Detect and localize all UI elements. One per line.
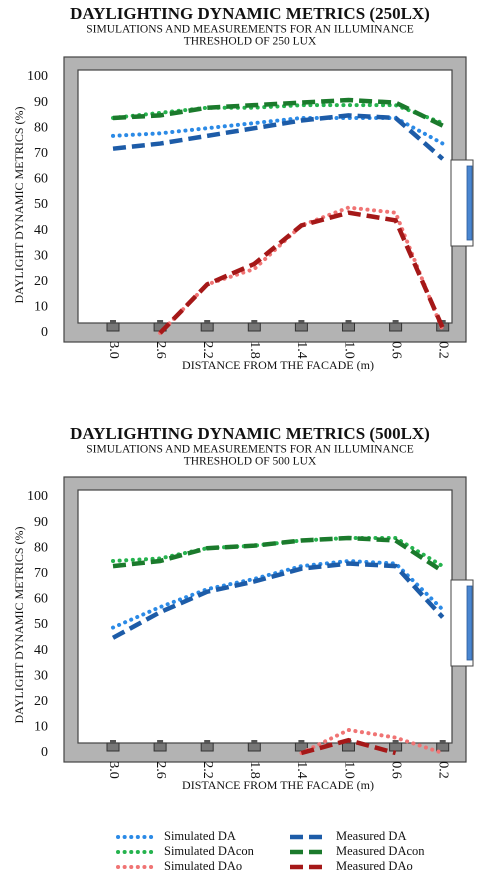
legend-label: Measured DA: [336, 829, 406, 843]
x-tick-label: 1.4: [294, 761, 309, 779]
y-tick-label: 50: [34, 617, 48, 632]
y-tick-label: 20: [34, 274, 48, 289]
y-tick-label: 10: [34, 300, 48, 315]
y-tick-label: 40: [34, 223, 48, 238]
window-glass: [466, 585, 473, 661]
y-tick-label: 90: [34, 515, 48, 530]
x-tick-label: 2.2: [200, 761, 215, 779]
sensor-head: [392, 740, 399, 743]
sensor-head: [439, 320, 446, 323]
x-tick-label: 1.0: [341, 761, 356, 779]
window-glass: [466, 165, 473, 241]
series-line: [112, 535, 444, 574]
legend-label: Measured DAo: [336, 859, 413, 873]
x-tick-label: 2.6: [153, 341, 168, 359]
sensor-head: [204, 740, 211, 743]
series-line: [111, 103, 445, 126]
legend-label: Simulated DAcon: [164, 844, 255, 858]
x-tick-label: 3.0: [106, 341, 121, 359]
y-tick-label: 100: [27, 489, 48, 504]
series-line: [111, 558, 445, 630]
sensor: [342, 322, 355, 332]
y-tick-label: 60: [34, 172, 48, 187]
series-line: [300, 737, 397, 756]
x-tick-label: 1.4: [294, 341, 309, 359]
y-tick-label: 0: [41, 745, 48, 760]
chart-title: DAYLIGHTING DYNAMIC METRICS (250LX): [70, 4, 430, 23]
legend-label: Simulated DAo: [164, 859, 242, 873]
sensor-head: [298, 740, 305, 743]
x-tick-label: 0.2: [435, 341, 450, 359]
x-axis-title: DISTANCE FROM THE FACADE (m): [182, 358, 374, 372]
x-tick-label: 2.6: [153, 761, 168, 779]
sensor: [294, 322, 308, 332]
series-line: [158, 210, 445, 335]
x-tick-label: 1.8: [247, 761, 262, 779]
x-tick-label: 0.6: [388, 341, 403, 359]
sensor: [106, 322, 120, 332]
y-tick-label: 20: [34, 694, 48, 709]
chart-title: DAYLIGHTING DYNAMIC METRICS (500LX): [70, 424, 430, 443]
sensor-head: [298, 320, 305, 323]
sensor-head: [251, 320, 258, 323]
y-tick-label: 10: [34, 720, 48, 735]
y-tick-label: 90: [34, 95, 48, 110]
y-tick-label: 70: [34, 146, 48, 161]
sensor: [200, 742, 214, 752]
chart-subtitle: THRESHOLD OF 500 LUX: [184, 456, 317, 468]
sensor-head: [110, 740, 116, 743]
x-tick-label: 2.2: [200, 341, 215, 359]
room-interior: [77, 489, 453, 744]
sensor-head: [110, 320, 116, 323]
sensor: [342, 742, 355, 752]
sensor-head: [345, 320, 352, 323]
room-interior: [77, 69, 453, 324]
y-tick-label: 30: [34, 668, 48, 683]
x-tick-label: 0.2: [435, 761, 450, 779]
series-line: [112, 113, 445, 161]
sensor-head: [251, 740, 258, 743]
sensor-head: [439, 740, 446, 743]
chart-subtitle: SIMULATIONS AND MEASUREMENTS FOR AN ILLU…: [86, 444, 413, 456]
sensor-head: [392, 320, 399, 323]
y-tick-label: 70: [34, 566, 48, 581]
sensor-head: [157, 320, 164, 323]
y-tick-label: 30: [34, 248, 48, 263]
y-tick-label: 80: [34, 540, 48, 555]
sensor: [389, 322, 403, 332]
y-tick-label: 0: [41, 325, 48, 340]
y-tick-label: 50: [34, 197, 48, 212]
sensor-head: [204, 320, 211, 323]
series-line: [111, 561, 445, 640]
x-tick-label: 1.8: [247, 341, 262, 359]
y-tick-label: 40: [34, 643, 48, 658]
sensor: [106, 742, 120, 752]
legend-label: Measured DAcon: [336, 844, 425, 858]
series-line: [112, 97, 444, 128]
x-tick-label: 3.0: [106, 761, 121, 779]
series-line: [299, 727, 445, 755]
y-tick-label: 80: [34, 120, 48, 135]
sensor: [247, 322, 261, 332]
y-axis-title: DAYLIGHT DYNAMIC METRICS (%): [12, 106, 26, 303]
sensor: [389, 742, 403, 752]
sensor: [247, 742, 261, 752]
sensor: [153, 742, 167, 752]
sensor: [200, 322, 214, 332]
y-axis-title: DAYLIGHT DYNAMIC METRICS (%): [12, 526, 26, 723]
chart-subtitle: THRESHOLD OF 250 LUX: [184, 36, 317, 48]
x-tick-label: 1.0: [341, 341, 356, 359]
x-axis-title: DISTANCE FROM THE FACADE (m): [182, 778, 374, 792]
chart-subtitle: SIMULATIONS AND MEASUREMENTS FOR AN ILLU…: [86, 24, 413, 36]
x-tick-label: 0.6: [388, 761, 403, 779]
sensor-head: [157, 740, 164, 743]
legend-label: Simulated DA: [164, 829, 236, 843]
y-tick-label: 60: [34, 592, 48, 607]
y-tick-label: 100: [27, 69, 48, 84]
